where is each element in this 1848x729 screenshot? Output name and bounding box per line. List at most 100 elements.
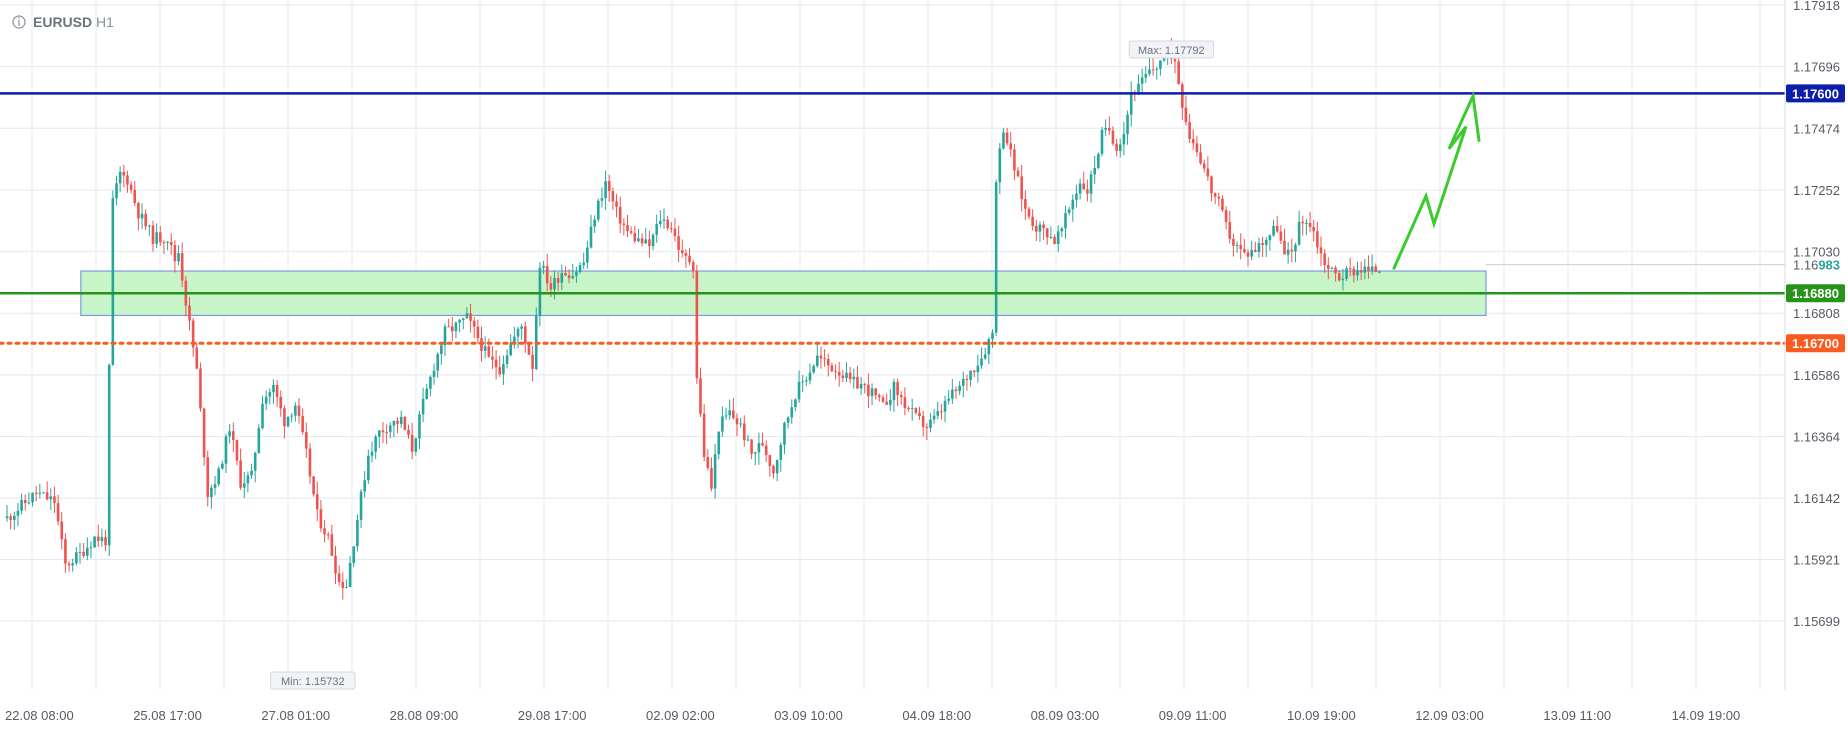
candle-body	[670, 228, 673, 230]
candle-body	[1254, 249, 1257, 252]
projection-path[interactable]	[1392, 90, 1481, 270]
candle-body	[513, 336, 516, 343]
candle-body	[859, 383, 863, 389]
time-axis[interactable]: 22.08 08:00 25.08 17:00 27.08 01:00 28.08 0…	[5, 708, 1740, 723]
max-price-label: Max: 1.17792	[1138, 45, 1205, 57]
candle-body	[1323, 253, 1326, 266]
candle-body	[1151, 69, 1155, 71]
candle-body	[1272, 225, 1275, 236]
candle-body	[991, 332, 994, 340]
candle-body	[337, 573, 341, 582]
candle-body	[1297, 221, 1301, 245]
candle-body	[476, 326, 480, 339]
candle-body	[283, 408, 286, 427]
candle-body	[732, 410, 735, 419]
candle-body	[826, 358, 830, 366]
chart-header: EURUSD H1	[12, 14, 114, 30]
candle-body	[980, 358, 983, 366]
candle-body	[728, 410, 731, 416]
candle-body	[381, 430, 385, 433]
candle-body	[188, 305, 191, 321]
candle-body	[235, 439, 239, 461]
candle-body	[34, 492, 38, 494]
candle-body	[356, 519, 359, 547]
candle-body	[611, 191, 615, 202]
candle-body	[757, 443, 761, 453]
candle-body	[1122, 133, 1126, 145]
candle-body	[743, 423, 746, 441]
candle-body	[250, 470, 253, 476]
candle-body	[1056, 231, 1060, 244]
candle-body	[1126, 114, 1129, 134]
y-tick-label: 1.16142	[1793, 491, 1840, 506]
candle-body	[378, 430, 381, 437]
candle-body	[666, 219, 669, 229]
candle-body	[936, 411, 940, 416]
candle-body	[133, 189, 137, 203]
info-icon[interactable]	[12, 15, 26, 29]
price-tags: 1.17600 1.16880 1.16700 1.16983	[1486, 84, 1845, 353]
timeframe-label[interactable]: H1	[96, 14, 114, 30]
price-axis[interactable]: 1.17918 1.17696 1.17474 1.17252 1.17030 1.168…	[1793, 0, 1840, 629]
candle-body	[1308, 223, 1312, 227]
candle-body	[491, 356, 494, 360]
y-tick-label: 1.16364	[1793, 430, 1840, 445]
projection-arrow[interactable]	[1392, 90, 1481, 270]
candle-body	[454, 322, 458, 332]
candle-body	[148, 225, 151, 227]
candle-body	[86, 547, 89, 556]
candle-body	[312, 476, 315, 495]
candle-body	[772, 466, 775, 474]
candle-body	[228, 431, 231, 437]
candle-body	[753, 452, 757, 454]
candle-body	[71, 563, 74, 566]
candle-body	[1352, 268, 1356, 276]
candle-body	[808, 372, 812, 381]
candle-body	[180, 253, 184, 281]
candle-body	[279, 396, 283, 409]
candle-body	[779, 444, 783, 460]
candle-body	[764, 445, 768, 456]
candle-body	[695, 270, 699, 379]
candle-body	[797, 381, 801, 400]
horizontal-levels[interactable]	[0, 92, 1787, 345]
candle-body	[78, 551, 82, 553]
candle-body	[20, 499, 23, 511]
candle-body	[768, 455, 772, 467]
candle-body	[962, 378, 965, 386]
candle-body	[1290, 249, 1294, 252]
candle-body	[1327, 265, 1330, 269]
candle-body	[286, 416, 290, 427]
candle-body	[848, 372, 852, 380]
candle-body	[1027, 208, 1031, 217]
candle-body	[520, 326, 523, 329]
candle-body	[786, 417, 790, 423]
candle-body	[845, 372, 848, 379]
candle-body	[155, 232, 158, 244]
candle-body	[1316, 231, 1319, 248]
candle-body	[874, 388, 877, 396]
candle-body	[330, 534, 334, 556]
candle-body	[1195, 143, 1199, 153]
level-price-label: 1.16700	[1792, 336, 1839, 351]
candle-body	[921, 416, 925, 427]
candle-body	[297, 405, 301, 417]
candle-body	[856, 376, 859, 389]
candle-body	[1049, 236, 1053, 238]
x-tick-label: 25.08 17:00	[133, 708, 202, 723]
candle-body	[367, 455, 370, 481]
candle-body	[867, 384, 870, 397]
candle-body	[425, 388, 429, 399]
candle-body	[969, 370, 972, 380]
candle-body	[498, 367, 502, 375]
candle-body	[162, 242, 166, 244]
candle-body	[461, 318, 465, 320]
candle-body	[1210, 176, 1213, 194]
candle-body	[1181, 84, 1184, 108]
candle-body	[881, 397, 885, 402]
candle-body	[597, 200, 600, 220]
candle-body	[662, 219, 666, 221]
candle-body	[943, 400, 947, 412]
y-tick-label: 1.17474	[1793, 121, 1840, 136]
